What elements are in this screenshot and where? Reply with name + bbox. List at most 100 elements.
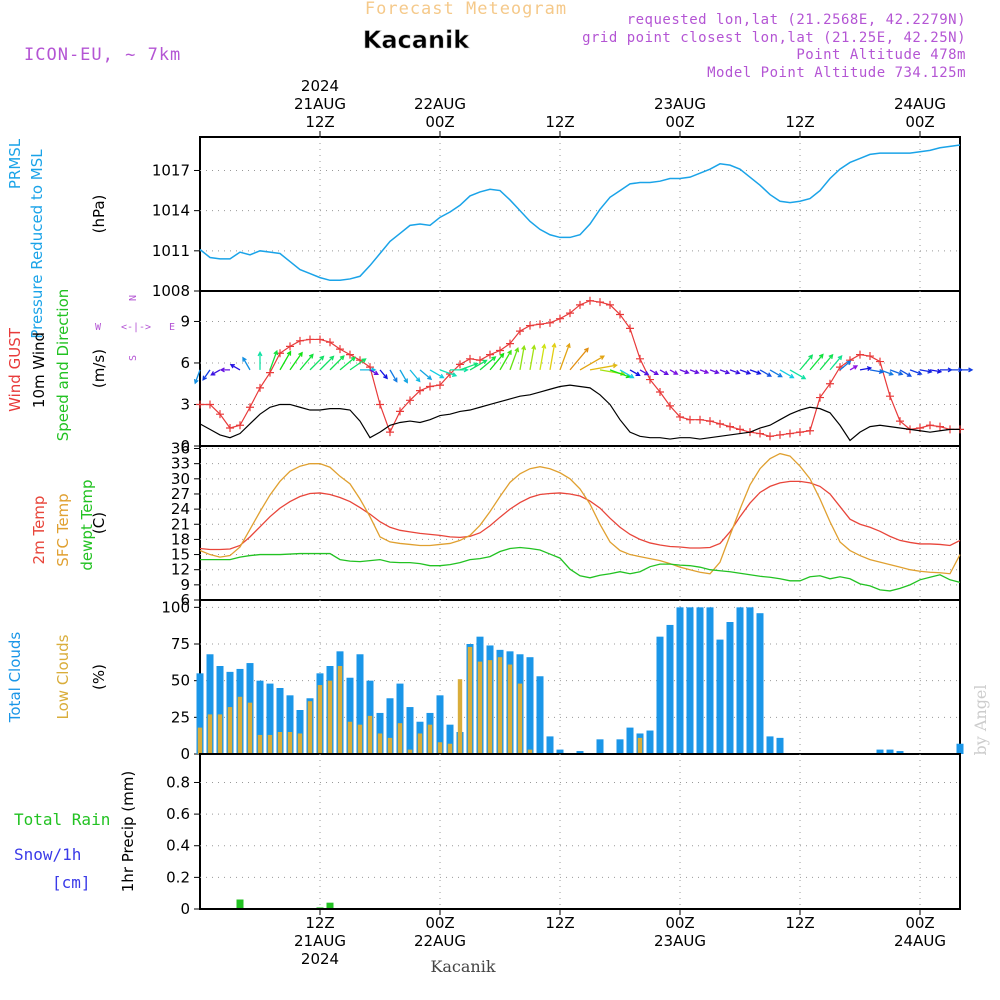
low-cloud-bar [277,732,283,754]
low-cloud-bar [197,727,203,754]
gust-point [396,407,404,416]
total-cloud-bar [276,688,284,754]
wind-arrow [202,369,211,381]
wind-arrow [279,350,292,371]
wind-arrow [839,360,852,371]
y-axis-label: (%) [90,664,108,690]
y-tick-label: 0 [180,745,190,763]
gust-point [326,338,334,347]
gust-point [786,429,794,438]
y-axis-label: (m/s) [90,349,108,388]
low-cloud-bar [637,737,643,754]
time-label-top: 00Z [665,113,694,131]
gust-point [736,425,744,434]
side-label: Snow/1h [14,845,81,864]
wind-arrow [899,369,912,377]
dewpoint-line [200,546,961,592]
gust-point [516,327,524,336]
wind-arrow [629,369,641,377]
y-tick-label: 0 [180,437,190,455]
y-tick-label: 0.8 [166,773,190,791]
gust-point [896,417,904,426]
total-cloud-bar [256,680,264,754]
location-title: Kacanik [363,26,471,54]
wind-arrow [689,369,700,375]
y-tick-label: 0 [180,900,190,918]
total-cloud-bar [736,607,744,754]
y-axis-label: (C) [90,512,108,534]
time-label-top: 24AUG [894,95,946,113]
low-cloud-bar [457,679,463,754]
y-tick-label: 36 [171,440,190,458]
wind-arrow [669,369,679,375]
y-tick-label: 9 [180,576,190,594]
y-tick-label: 0.4 [166,837,190,855]
low-cloud-bar [327,680,333,754]
requested-coords: requested lon,lat (21.2568E, 42.2279N) [627,12,966,28]
wind-arrow [469,359,488,371]
low-cloud-bar [357,724,363,754]
low-cloud-bar [497,657,503,754]
wind-arrow [960,367,974,373]
wind-arrow [539,343,547,370]
gust-point [626,324,634,333]
wind-arrow [569,347,589,371]
low-cloud-bar [397,723,403,754]
gust-point [706,417,714,426]
low-cloud-bar [317,685,323,754]
side-label: Total Rain [14,810,110,829]
low-cloud-bar [247,702,253,754]
gust-point [456,360,464,369]
total-cloud-bar [346,677,354,754]
side-label: SFC Temp [54,493,72,566]
time-label-bottom: 00Z [665,914,694,932]
gust-point [616,310,624,319]
wind-arrow [739,369,752,375]
y-tick-label: 21 [171,515,190,533]
gust-point [526,321,534,330]
wind-arrow [509,346,520,371]
low-cloud-bar [347,721,353,754]
y-tick-label: 0.6 [166,805,190,823]
wind-arrow [879,369,894,376]
panel-frame [199,136,961,292]
y-tick-label: 18 [171,530,190,548]
total-cloud-bar [956,743,964,754]
low-cloud-bar [447,743,453,754]
y-tick-label: 12 [171,561,190,579]
temp-2m-line [199,480,961,551]
wind-arrow [559,342,571,371]
time-label-bottom: 23AUG [654,932,706,950]
wind-arrow [219,367,230,373]
wind-arrow [589,363,618,371]
gust-point [336,345,344,354]
total-cloud-bar [196,673,204,754]
wind-arrow [699,369,710,375]
low-cloud-bar [487,660,493,754]
low-cloud-bar [477,661,483,754]
gust-point [776,430,784,439]
wind-arrow [639,369,650,376]
gust-point [496,346,504,355]
y-tick-label: 1011 [152,242,190,260]
time-label-bottom: 24AUG [894,932,946,950]
gust-point [576,300,584,309]
gust-point [436,381,444,390]
gust-point [866,352,874,361]
gust-point [346,350,354,359]
panel-frame [199,290,961,447]
total-cloud-bar [216,666,224,754]
model-name: ICON-EU, ~ 7km [24,45,181,65]
gust-point [546,318,554,327]
total-cloud-bar [706,607,714,754]
time-label-top: 23AUG [654,95,706,113]
y-tick-label: 75 [171,635,190,653]
wind-arrow [909,369,923,376]
total-cloud-bar [656,636,664,754]
gust-point [876,357,884,366]
gust-point [926,421,934,430]
low-cloud-bar [437,742,443,754]
side-label: Total Clouds [6,632,24,724]
wind-arrow [779,369,795,379]
